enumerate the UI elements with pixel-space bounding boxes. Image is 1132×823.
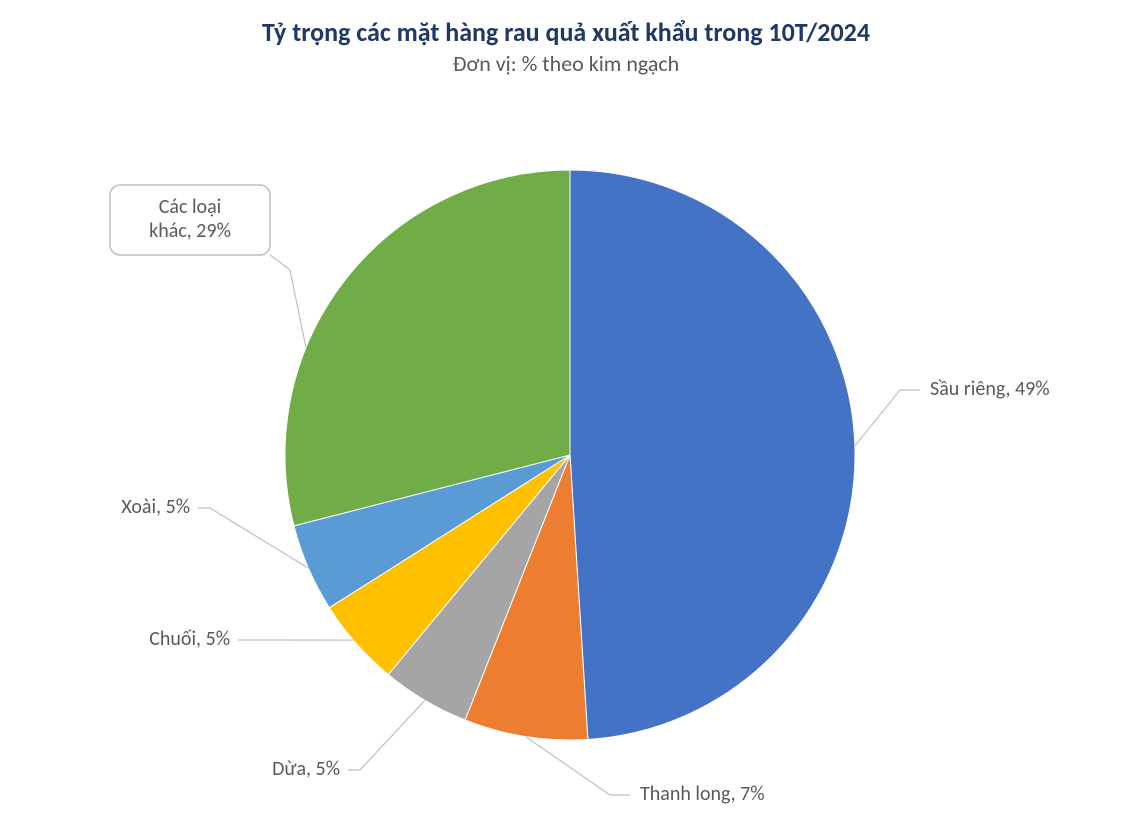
slice-label: Các loại (159, 195, 222, 219)
leader-line (855, 390, 920, 446)
slice-label: Chuối, 5% (149, 627, 230, 651)
slice-label: Thanh long, 7% (640, 782, 765, 806)
leader-line (525, 736, 630, 795)
slice-label: Sầu riêng, 49% (930, 377, 1050, 401)
chart-title: Tỷ trọng các mặt hàng rau quả xuất khẩu … (0, 16, 1132, 48)
chart-title-block: Tỷ trọng các mặt hàng rau quả xuất khẩu … (0, 16, 1132, 77)
slice-label: Xoài, 5% (121, 495, 190, 519)
slice-label: Dừa, 5% (272, 757, 340, 781)
leader-line (270, 255, 306, 348)
pie-slice-0 (570, 170, 855, 739)
pie-chart-svg: Sầu riêng, 49% Thanh long, 7% Dừa, 5% Chuối… (0, 0, 1132, 823)
chart-subtitle: Đơn vị: % theo kim ngạch (0, 50, 1132, 77)
leader-line (348, 700, 425, 770)
slice-label: khác, 29% (149, 219, 231, 243)
pie-chart-container: Tỷ trọng các mặt hàng rau quả xuất khẩu … (0, 0, 1132, 823)
